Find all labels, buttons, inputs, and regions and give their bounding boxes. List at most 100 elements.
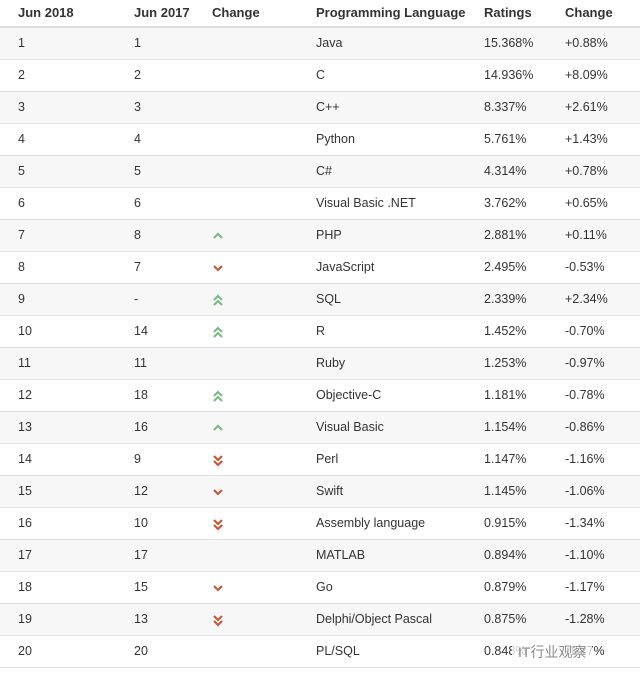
table-cell: 5 <box>18 164 25 178</box>
table-cell: -0.97% <box>565 356 605 370</box>
table-cell: +2.61% <box>565 100 608 114</box>
header-row: Jun 2018 Jun 2017 Change Programming Langua… <box>0 0 640 28</box>
table-cell: 17 <box>134 548 148 562</box>
table-cell: -0.53% <box>565 260 605 274</box>
table-cell: 20 <box>18 644 32 658</box>
table-cell: JavaScript <box>316 260 375 274</box>
table-cell: PHP <box>316 228 342 242</box>
chevron <box>213 232 223 239</box>
table-cell: 18 <box>134 388 148 402</box>
table-cell: +0.65% <box>565 196 608 210</box>
table-cell: -1.34% <box>565 516 605 530</box>
table-cell: 13 <box>134 612 148 626</box>
table-cell: 12 <box>18 388 32 402</box>
table-cell: 1 <box>18 36 25 50</box>
table-cell: +0.78% <box>565 164 608 178</box>
table-cell: 17 <box>18 548 32 562</box>
table-cell: 8 <box>18 260 25 274</box>
table-cell: -0.86% <box>565 420 605 434</box>
table-cell: 2 <box>134 68 141 82</box>
table-row: 11 11 Ruby 1.253% -0.97% <box>0 348 640 380</box>
table-cell: 3.762% <box>484 196 527 210</box>
table-cell: 0.875% <box>484 612 527 626</box>
table-row: 1 1 Java 15.368% +0.88% <box>0 28 640 60</box>
table-cell: 5.761% <box>484 132 527 146</box>
table-cell: -1.06% <box>565 484 605 498</box>
table-row: 12 18 Objective-C 1.181% -0.78% <box>0 380 640 412</box>
table-cell: 13 <box>18 420 32 434</box>
table-cell: 1.154% <box>484 420 527 434</box>
change-icon <box>213 585 223 592</box>
watermark-text: IT行业观察 <box>518 644 587 660</box>
table-cell: PL/SQL <box>316 644 360 658</box>
table-row: 5 5 C# 4.314% +0.78% <box>0 156 640 188</box>
table-cell: 4 <box>134 132 141 146</box>
table-cell: 1.181% <box>484 388 527 402</box>
table-cell: 10 <box>18 324 32 338</box>
change-icon <box>213 455 223 467</box>
table-cell: 3 <box>18 100 25 114</box>
table-cell: Objective-C <box>316 388 382 402</box>
table-cell: -1.16% <box>565 452 605 466</box>
table-cell: Java <box>316 36 343 50</box>
table-cell: -0.70% <box>565 324 605 338</box>
table-row: 10 14 R 1.452% -0.70% <box>0 316 640 348</box>
chevron <box>213 299 223 306</box>
table-cell: 0.915% <box>484 516 527 530</box>
table-cell: 16 <box>18 516 32 530</box>
watermark: IT行业观察 <box>512 641 593 663</box>
table-cell: +2.34% <box>565 292 608 306</box>
table-cell: 3 <box>134 100 141 114</box>
table-cell: 14 <box>18 452 32 466</box>
table-cell: 20 <box>134 644 148 658</box>
table-row: 7 8 PHP 2.881% +0.11% <box>0 220 640 252</box>
table-cell: 11 <box>18 356 31 370</box>
change-icon <box>213 489 223 496</box>
table-row: 16 10 Assembly language 0.915% -1.34% <box>0 508 640 540</box>
header-cell: Change <box>565 5 613 20</box>
table-cell: SQL <box>316 292 342 306</box>
table-cell: Visual Basic <box>316 420 384 434</box>
table-cell: -0.78% <box>565 388 605 402</box>
table-row: 2 2 C 14.936% +8.09% <box>0 60 640 92</box>
table-cell: Assembly language <box>316 516 426 530</box>
header-cell: Change <box>212 5 260 20</box>
table-cell: 15.368% <box>484 36 534 50</box>
table-row: 8 7 JavaScript 2.495% -0.53% <box>0 252 640 284</box>
table-cell: 2 <box>18 68 25 82</box>
table-row: 18 15 Go 0.879% -1.17% <box>0 572 640 604</box>
table-cell: 1.253% <box>484 356 527 370</box>
table-cell: 14.936% <box>484 68 534 82</box>
table-row: 6 6 Visual Basic .NET 3.762% +0.65% <box>0 188 640 220</box>
chevron <box>213 331 223 338</box>
table-cell: Python <box>316 132 355 146</box>
table-cell: 9 <box>18 292 25 306</box>
chevron <box>213 524 223 531</box>
table-cell: -1.10% <box>565 548 605 562</box>
table-cell: 7 <box>134 260 141 274</box>
table-cell: 11 <box>134 356 147 370</box>
change-icon <box>213 232 223 239</box>
table-cell: Ruby <box>316 356 346 370</box>
table-cell: 2.881% <box>484 228 527 242</box>
table-cell: Swift <box>316 484 344 498</box>
change-icon <box>213 265 223 272</box>
table-cell: 4.314% <box>484 164 527 178</box>
change-icon <box>213 615 223 627</box>
table-cell: 10 <box>134 516 148 530</box>
table-cell: +0.11% <box>565 228 607 242</box>
table-cell: 16 <box>134 420 148 434</box>
table-cell: 1.452% <box>484 324 527 338</box>
change-icon <box>213 424 223 431</box>
table-cell: +8.09% <box>565 68 608 82</box>
chevron <box>213 519 223 526</box>
chevron <box>213 620 223 627</box>
table-row: 13 16 Visual Basic 1.154% -0.86% <box>0 412 640 444</box>
change-icon <box>213 519 223 531</box>
chevron <box>213 390 223 397</box>
chevron <box>213 489 223 496</box>
header-cell: Jun 2018 <box>18 5 74 20</box>
table-cell: -1.17% <box>565 580 605 594</box>
chevron <box>213 455 223 462</box>
